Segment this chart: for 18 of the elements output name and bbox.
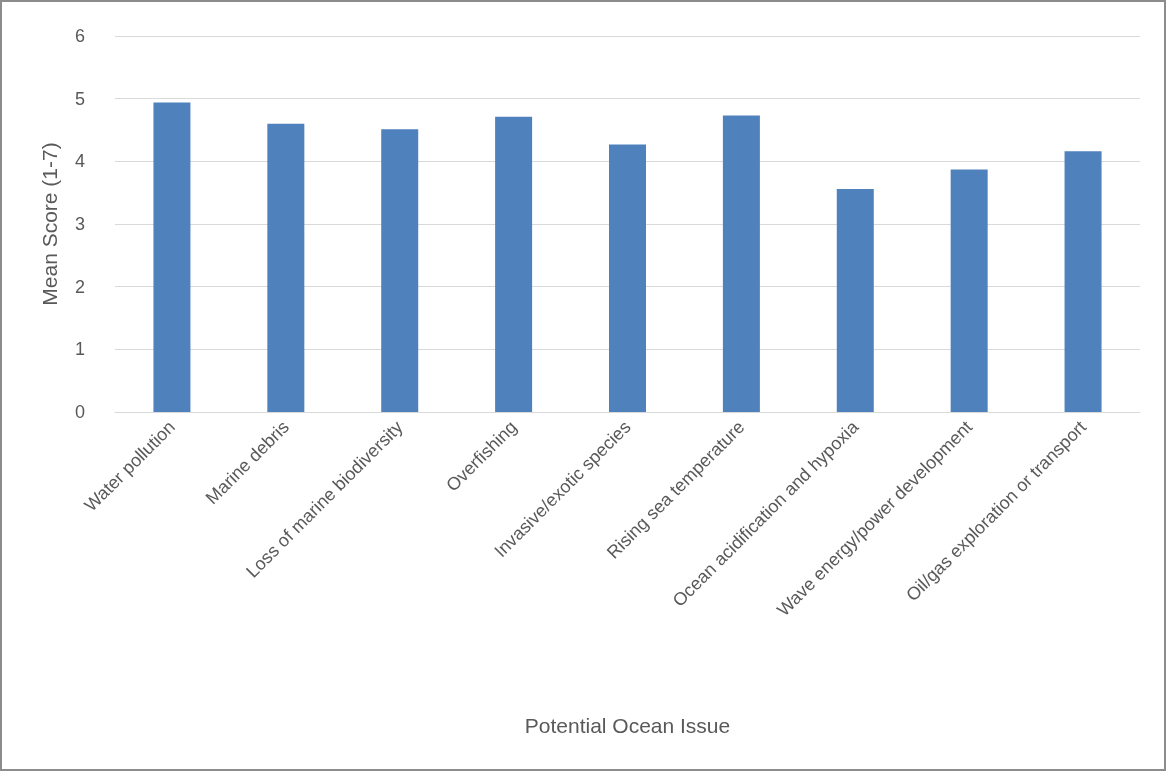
y-tick-label: 4 — [74, 151, 85, 172]
y-tick-label: 6 — [74, 26, 85, 46]
y-tick-label: 0 — [74, 402, 85, 422]
y-tick-label: 1 — [74, 339, 85, 360]
bar — [153, 102, 191, 412]
y-tick-label: 5 — [74, 88, 85, 109]
y-axis-title: Mean Score (1-7) — [38, 142, 61, 306]
bar — [1064, 151, 1102, 412]
bar — [950, 169, 988, 412]
bar — [495, 116, 533, 412]
y-tick-label: 2 — [74, 276, 85, 297]
bar — [609, 144, 646, 412]
bar — [267, 123, 305, 412]
x-axis-title: Potential Ocean Issue — [524, 714, 731, 737]
y-tick-label: 3 — [74, 214, 85, 234]
bar — [836, 188, 874, 412]
bar — [381, 129, 419, 412]
bar — [722, 115, 760, 412]
